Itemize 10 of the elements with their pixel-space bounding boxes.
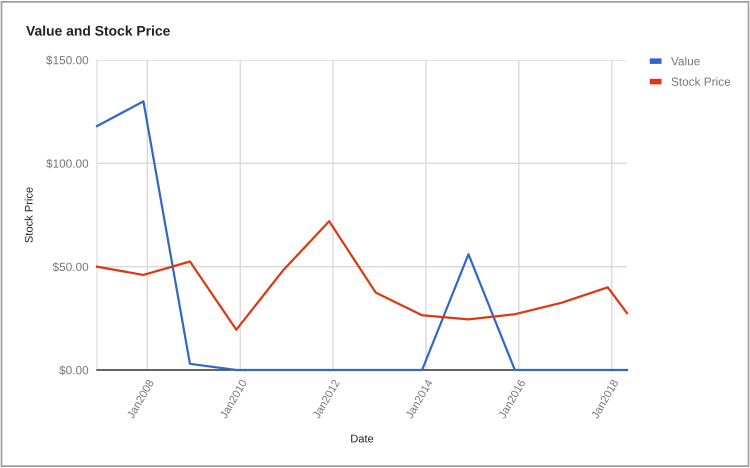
y-tick-label: $100.00	[46, 158, 88, 168]
y-tick-label: $0.00	[59, 366, 88, 376]
legend-label: Stock Price	[672, 77, 730, 86]
legend-label: Value	[671, 56, 700, 66]
y-axis-title: Stock Price	[24, 187, 33, 243]
y-tick-label: $50.00	[52, 262, 88, 272]
chart-title: Value and Stock Price	[26, 26, 170, 36]
line-series	[96, 220, 628, 331]
x-axis-title: Date	[351, 434, 374, 442]
y-tick-label: $150.00	[46, 56, 88, 66]
